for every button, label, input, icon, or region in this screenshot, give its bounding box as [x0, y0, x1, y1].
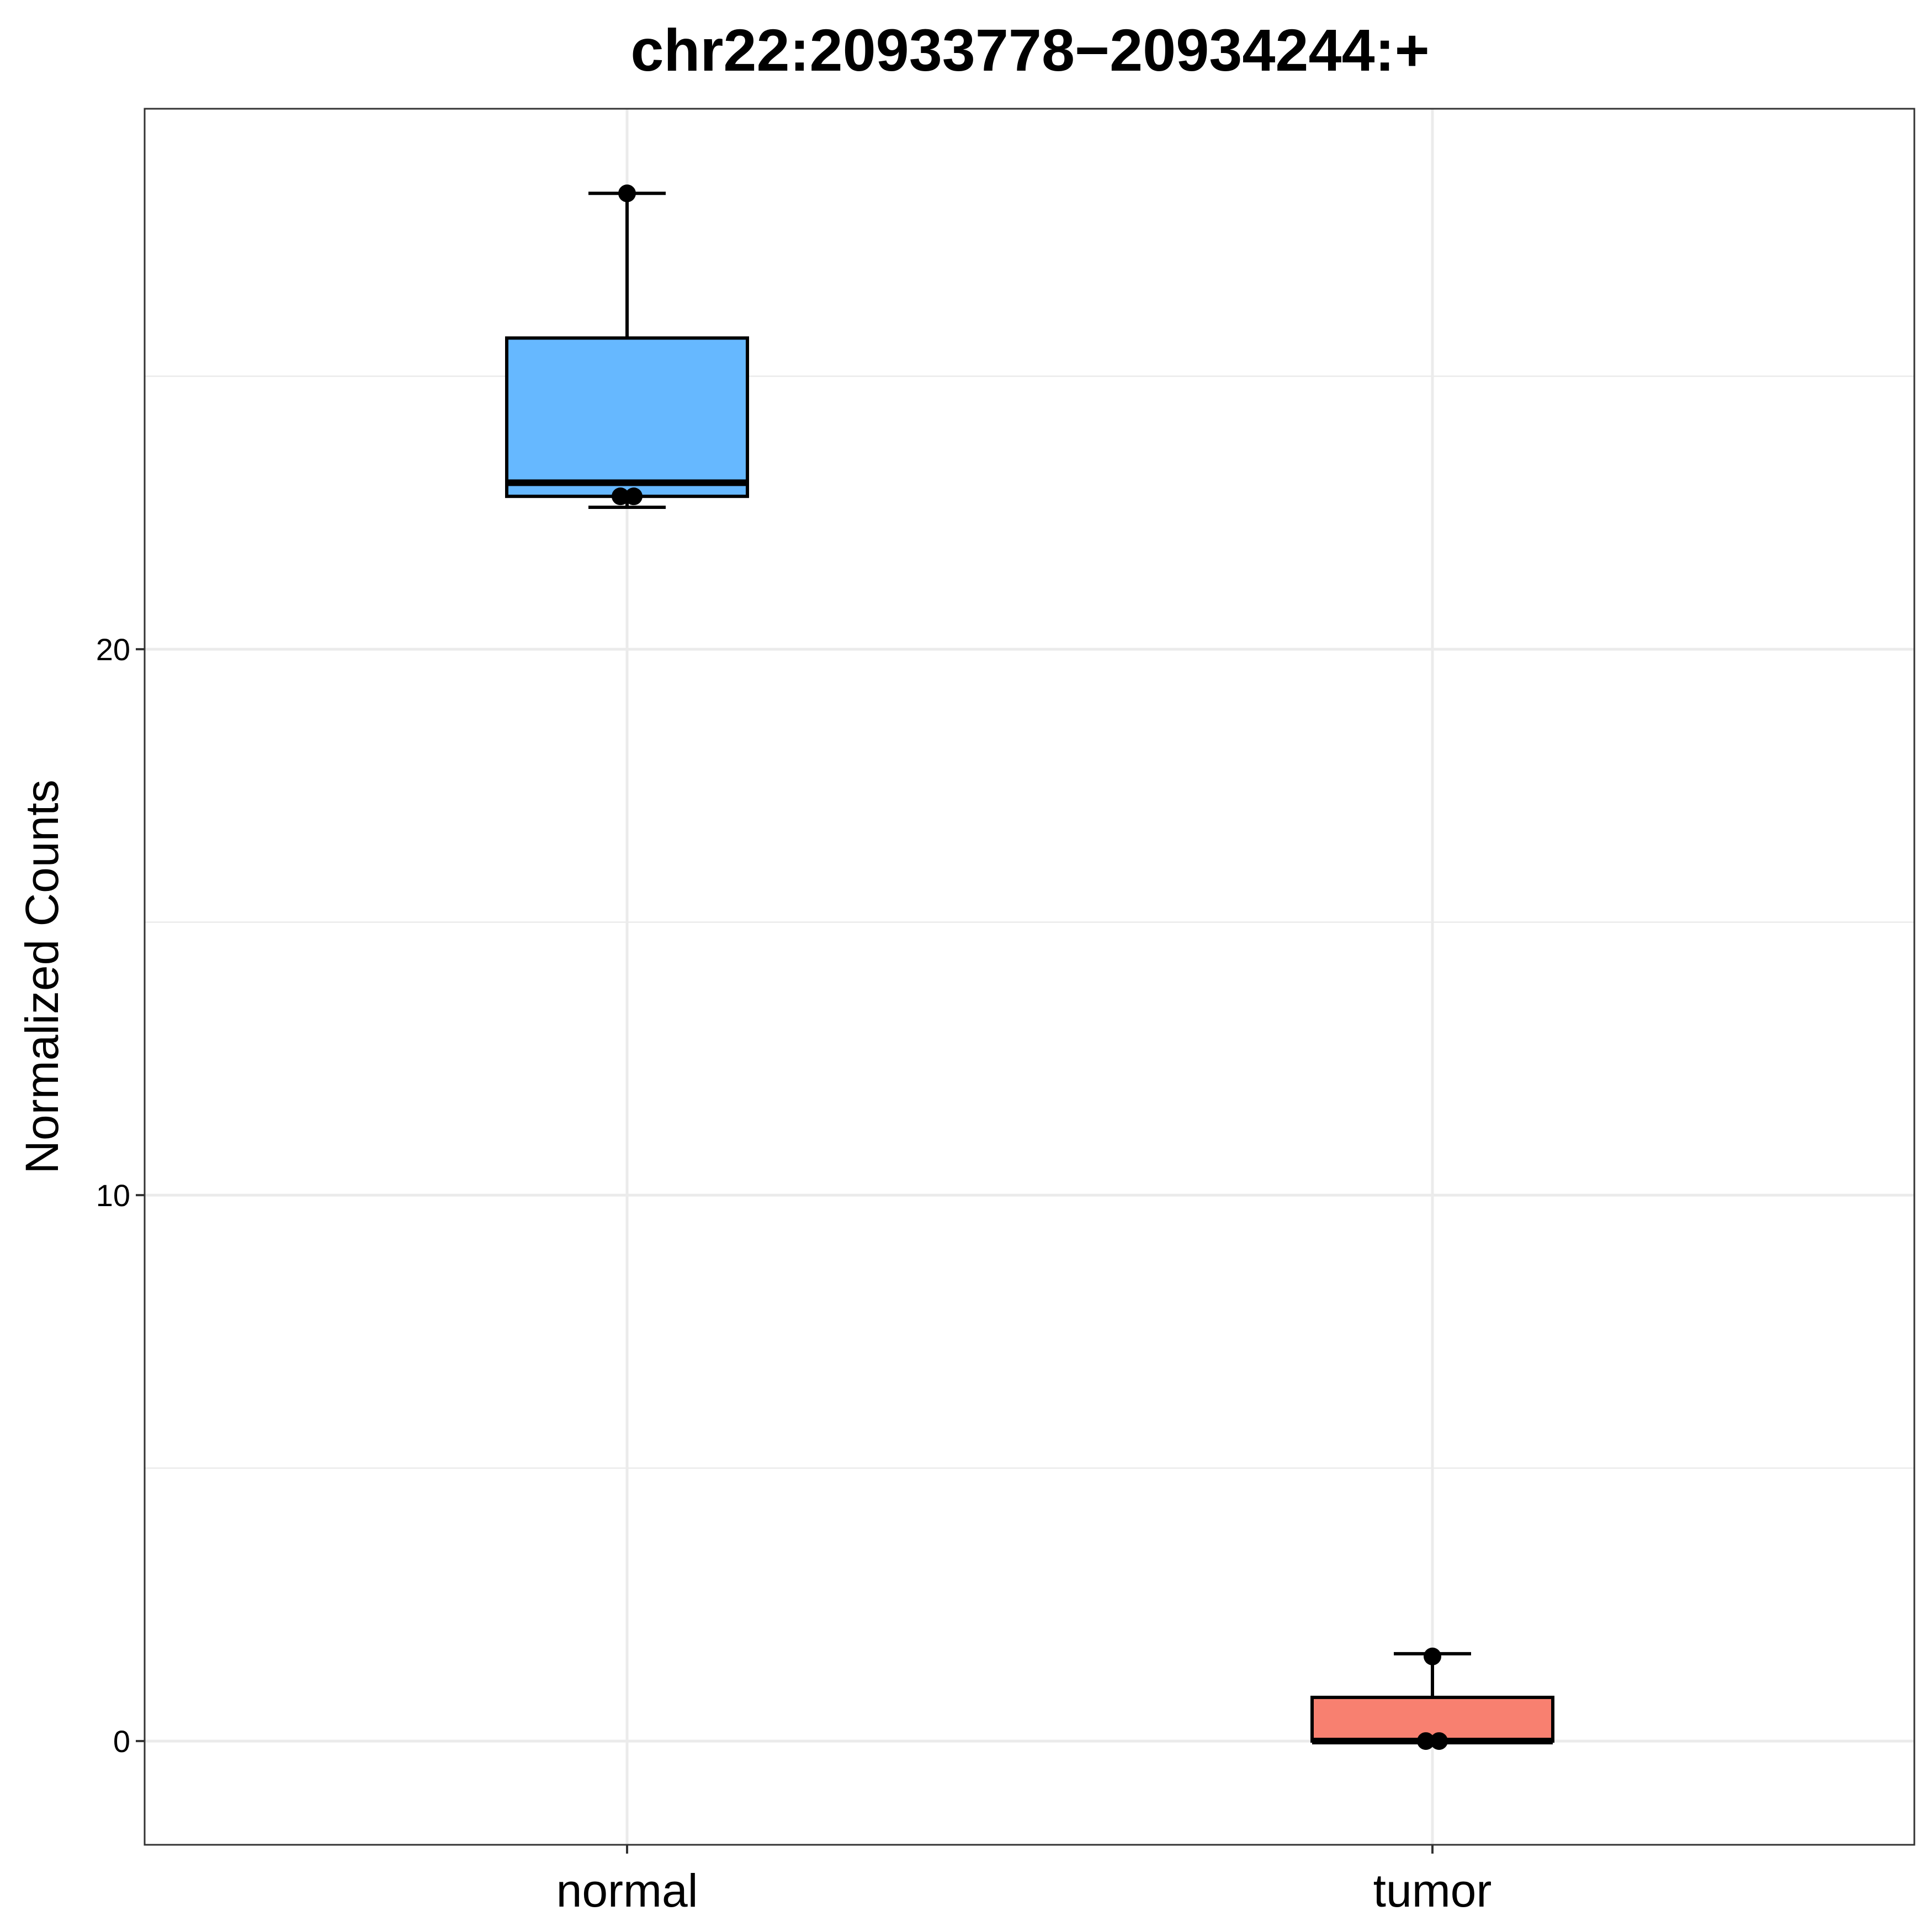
y-tick-label: 10	[96, 1178, 130, 1213]
y-axis-label: Normalized Counts	[16, 779, 68, 1174]
box-group-normal	[505, 184, 749, 509]
box-layer	[505, 184, 1554, 1750]
x-tick-label-tumor: tumor	[1373, 1865, 1492, 1917]
x-tick-label-normal: normal	[556, 1865, 698, 1917]
data-point	[625, 487, 643, 506]
data-point	[1424, 1647, 1441, 1665]
data-point	[1417, 1732, 1435, 1750]
axes: 0 10 20 normal tumor	[96, 632, 1492, 1917]
plot-panel	[144, 108, 1915, 1846]
panel-background	[145, 109, 1914, 1845]
y-tick-label: 0	[113, 1724, 130, 1759]
panel-border	[144, 108, 1915, 1846]
grid-lines	[145, 109, 1914, 1845]
box-tumor	[1310, 1695, 1554, 1743]
chart-title: chr22:20933778−20934244:+	[630, 17, 1429, 83]
y-tick-label: 20	[96, 632, 130, 667]
data-point	[1430, 1732, 1448, 1750]
data-point	[618, 184, 636, 203]
box-group-tumor	[1310, 1647, 1554, 1750]
data-point	[612, 487, 629, 506]
box-normal	[505, 336, 749, 498]
